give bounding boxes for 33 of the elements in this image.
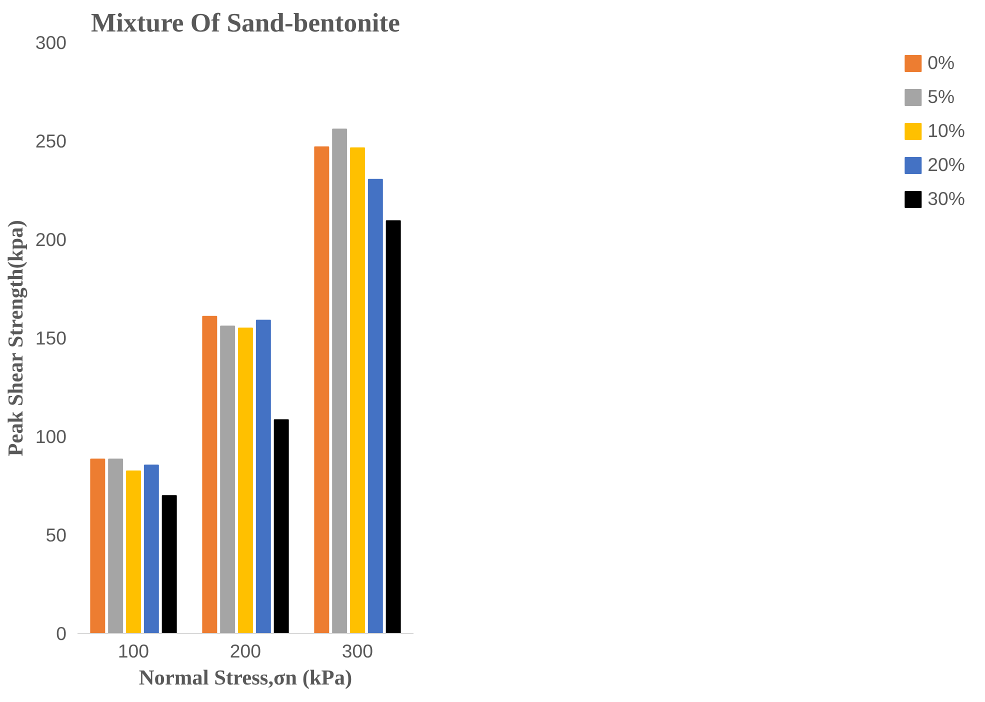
x-tick-label: 200 [230,640,262,662]
bar [386,220,401,634]
bar [220,326,236,634]
y-tick-label: 200 [35,229,67,250]
bar [256,320,271,634]
bar [238,328,253,634]
legend-label: 0% [928,52,955,74]
bar [314,146,330,634]
y-tick-label: 300 [35,32,67,53]
chart-title: Mixture Of Sand-bentonite [90,8,400,38]
bar [126,470,141,634]
x-tick-label: 100 [118,640,150,662]
bar [332,128,348,634]
legend-label: 30% [928,188,965,210]
legend-label: 5% [928,86,955,108]
y-tick-label: 0 [56,623,67,644]
bar [202,316,218,634]
bar [144,464,159,634]
x-tick-label: 300 [342,640,374,662]
y-tick-label: 150 [35,328,67,348]
y-tick-label: 50 [46,524,67,546]
y-tick-label: 250 [35,130,67,152]
bar [274,419,289,634]
bar [368,178,383,634]
bar [350,147,365,634]
legend-label: 10% [928,120,965,142]
y-axis-title: Peak Shear Strength(kpa) [3,220,28,456]
bar [162,495,177,634]
bar [108,458,124,634]
bar [90,458,106,634]
y-tick-label: 100 [35,426,67,447]
x-axis-title: Normal Stress,σn (kPa) [138,666,352,690]
legend-label: 20% [928,154,965,176]
